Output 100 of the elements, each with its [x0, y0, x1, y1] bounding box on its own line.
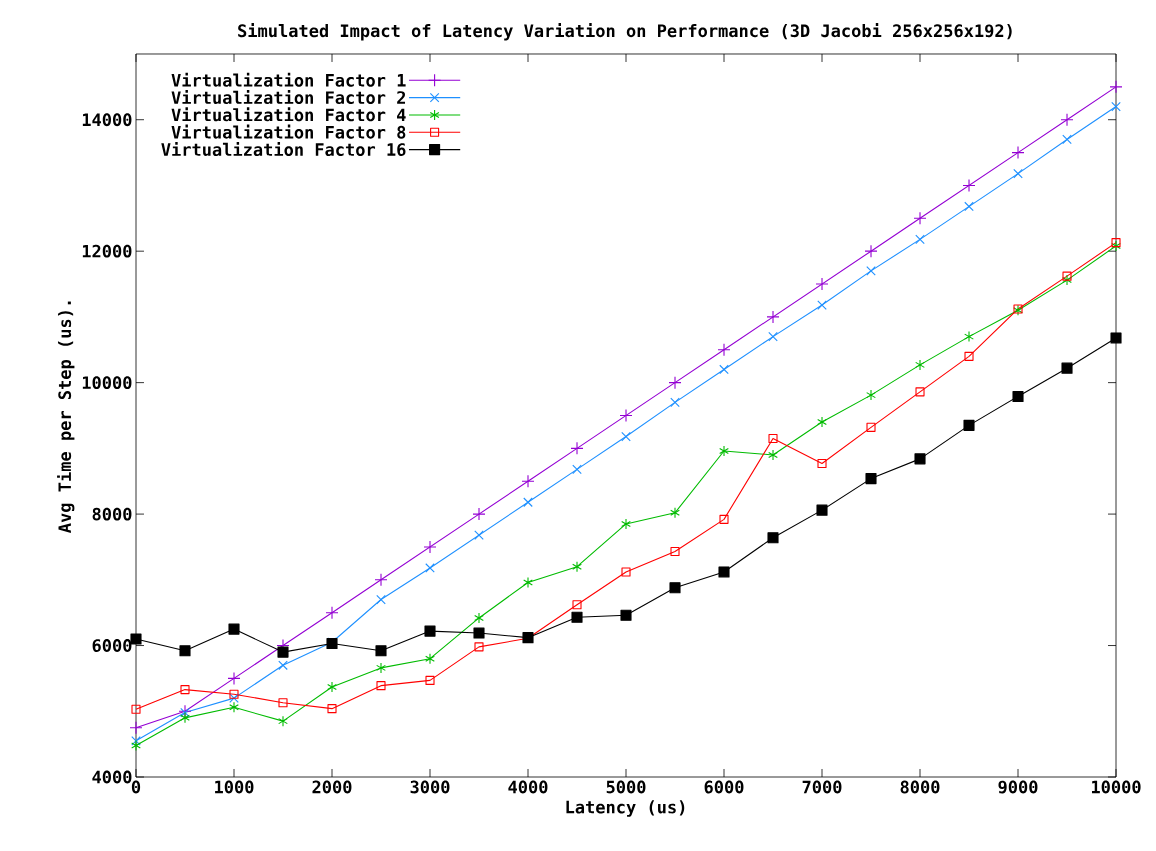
x-axis-title: Latency (us) [566, 800, 685, 817]
point [227, 671, 241, 685]
point [719, 445, 729, 457]
point [915, 234, 925, 245]
x-tick-label: 0 [131, 780, 141, 794]
point [424, 625, 436, 637]
y-tick-label: 14000 [82, 113, 132, 127]
point [718, 566, 730, 578]
x-tick-label: 2000 [312, 780, 352, 794]
point [375, 645, 387, 657]
y-tick-label: 12000 [82, 244, 132, 258]
point [1013, 168, 1023, 179]
point [1110, 332, 1122, 344]
point [228, 623, 240, 635]
point [767, 532, 779, 544]
point [817, 458, 827, 469]
point [670, 547, 680, 557]
point [1062, 274, 1072, 286]
point [327, 704, 337, 714]
point [180, 712, 190, 724]
point [964, 351, 974, 361]
point [474, 642, 484, 652]
x-tick-label: 3000 [410, 780, 450, 794]
legend-label: Virtualization Factor 8 [171, 124, 406, 139]
point [670, 507, 680, 519]
point [1062, 271, 1072, 281]
y-tick-label: 10000 [82, 376, 132, 390]
point [915, 387, 925, 397]
point [1011, 146, 1025, 160]
point [964, 331, 974, 343]
point [229, 689, 239, 699]
point [866, 422, 876, 432]
point [864, 244, 878, 258]
point [866, 266, 876, 276]
point [719, 514, 729, 524]
point [668, 376, 682, 390]
point [766, 310, 780, 324]
point [572, 464, 582, 475]
point [1012, 390, 1024, 402]
point [815, 277, 829, 291]
point [229, 701, 239, 713]
point [1062, 134, 1072, 145]
point [277, 646, 289, 658]
x-tick-label: 8000 [900, 780, 940, 794]
point [425, 675, 435, 685]
point [278, 698, 288, 708]
point [523, 497, 533, 508]
point [669, 582, 681, 594]
point [621, 567, 631, 577]
point [768, 433, 778, 444]
point [768, 331, 778, 342]
y-axis-title: Avg Time per Step (us). [57, 301, 75, 533]
point [914, 453, 926, 465]
chart-title: Simulated Impact of Latency Variation on Performance (3D Jacobi 256x256x192) [238, 23, 1012, 41]
x-tick-label: 1000 [215, 780, 254, 794]
y-tick-label: 8000 [92, 507, 132, 521]
point [719, 364, 729, 375]
point [1111, 238, 1121, 248]
legend-label: Virtualization Factor 1 [171, 72, 406, 87]
x-tick-label: 7000 [802, 780, 842, 794]
point [865, 473, 877, 485]
x-tick-label: 5000 [606, 780, 646, 794]
point [913, 211, 927, 225]
point [768, 449, 778, 461]
legend-label: Virtualization Factor 4 [171, 107, 406, 122]
point [1111, 101, 1121, 112]
x-tick-label: 6000 [704, 780, 744, 794]
x-tick-label: 10000 [1091, 780, 1141, 794]
point [229, 693, 239, 703]
point [572, 561, 582, 573]
point [376, 594, 386, 605]
point [423, 540, 437, 554]
point [621, 431, 631, 442]
point [374, 573, 388, 587]
point [621, 518, 631, 530]
x-tick-label: 9000 [998, 780, 1038, 794]
point [474, 530, 484, 540]
point [915, 359, 925, 371]
point [523, 576, 533, 588]
point [962, 178, 976, 192]
point [1109, 80, 1123, 94]
point [570, 441, 584, 455]
point [1060, 113, 1074, 127]
point [278, 715, 288, 727]
point [521, 474, 535, 488]
y-tick-label: 6000 [92, 639, 132, 652]
point [180, 685, 190, 695]
point [179, 645, 191, 657]
point [472, 507, 486, 521]
point [130, 633, 142, 645]
point [571, 611, 583, 623]
y-tick-label: 4000 [92, 770, 132, 784]
point [129, 721, 143, 735]
point [327, 681, 337, 693]
point [964, 201, 974, 212]
point [817, 416, 827, 428]
point [376, 681, 386, 691]
point [572, 600, 582, 610]
point [817, 300, 827, 310]
point [131, 736, 141, 746]
